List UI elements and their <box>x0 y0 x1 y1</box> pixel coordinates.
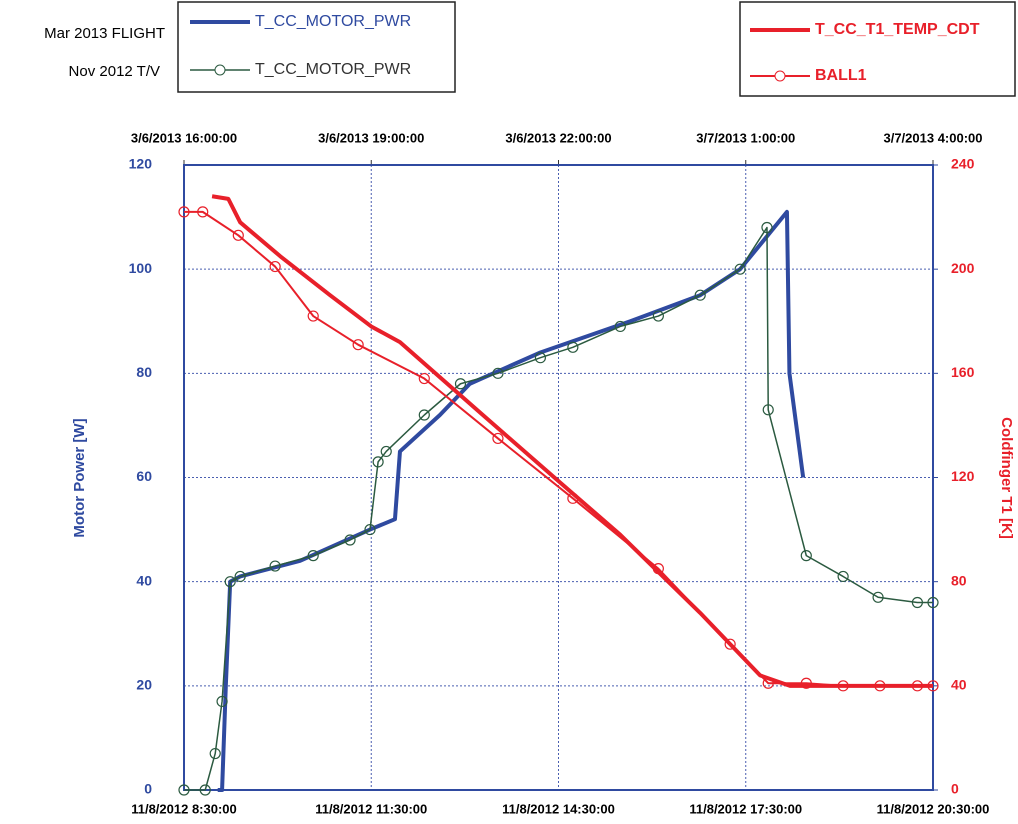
x2-tick-label: 3/7/2013 4:00:00 <box>883 130 982 145</box>
y-tick-label: 60 <box>136 468 152 484</box>
y2-tick-label: 240 <box>951 156 975 172</box>
data-point <box>534 352 546 364</box>
data-point <box>837 680 849 692</box>
y2-tick-label: 120 <box>951 468 975 484</box>
x2-tick-label: 3/6/2013 22:00:00 <box>505 130 611 145</box>
data-point <box>762 404 774 416</box>
legend-label: T_CC_MOTOR_PWR <box>255 13 411 30</box>
data-point <box>911 680 923 692</box>
data-point <box>762 677 774 689</box>
plot-frame <box>183 164 934 791</box>
data-point <box>724 638 736 650</box>
data-point <box>567 492 579 504</box>
data-point <box>418 372 430 385</box>
data-point <box>800 677 812 689</box>
data-point <box>344 534 356 546</box>
data-point <box>216 695 228 708</box>
data-point <box>352 339 364 351</box>
y2-tick-label: 200 <box>951 260 975 276</box>
data-point <box>307 310 319 322</box>
data-point <box>209 747 221 760</box>
data-point <box>614 320 626 333</box>
y-tick-label: 40 <box>136 572 152 588</box>
data-point <box>178 784 190 796</box>
data-point <box>652 563 664 575</box>
legend-group-label: Nov 2012 T/V <box>69 63 160 80</box>
y2-tick-label: 160 <box>951 364 975 380</box>
data-point <box>872 591 884 603</box>
data-point <box>927 680 939 692</box>
data-point <box>232 229 244 241</box>
y-tick-label: 20 <box>136 677 152 693</box>
x2-tick-label: 3/7/2013 1:00:00 <box>696 130 795 145</box>
legend-label: T_CC_MOTOR_PWR <box>255 61 411 78</box>
legend-marker <box>214 64 226 76</box>
data-point <box>269 560 281 572</box>
data-point <box>734 263 746 275</box>
y2-tick-label: 0 <box>951 781 959 797</box>
legend-box <box>739 1 1016 97</box>
legend-label: BALL1 <box>815 67 867 84</box>
data-point <box>874 680 886 692</box>
data-line <box>184 226 933 791</box>
data-point <box>307 550 319 562</box>
y-tick-label: 100 <box>129 260 153 276</box>
y-tick-label: 80 <box>136 364 152 380</box>
legend-marker <box>774 70 786 82</box>
y2-axis-title: Coldfinger T1 [K] <box>998 417 1015 539</box>
data-line <box>217 209 806 792</box>
data-point <box>454 378 467 390</box>
data-point <box>197 206 209 218</box>
data-point <box>492 367 504 379</box>
x2-tick-label: 3/6/2013 19:00:00 <box>318 130 424 145</box>
y-axis-title: Motor Power [W] <box>71 418 88 537</box>
data-point <box>652 310 664 322</box>
y-tick-label: 0 <box>144 781 152 797</box>
x-tick-label: 11/8/2012 8:30:00 <box>131 801 237 816</box>
data-point <box>234 570 246 583</box>
legend-label: T_CC_T1_TEMP_CDT <box>815 21 980 38</box>
data-point <box>927 596 939 609</box>
data-point <box>418 409 430 421</box>
y-tick-label: 120 <box>129 156 153 172</box>
data-point <box>911 596 923 609</box>
x-tick-label: 11/8/2012 14:30:00 <box>502 801 615 816</box>
y2-tick-label: 40 <box>951 677 967 693</box>
data-point <box>567 341 579 353</box>
data-point <box>372 456 384 468</box>
data-point <box>178 206 190 218</box>
data-point <box>364 523 376 536</box>
x2-tick-label: 3/6/2013 16:00:00 <box>131 130 237 145</box>
data-line <box>211 194 933 688</box>
y2-tick-label: 80 <box>951 572 967 588</box>
data-line <box>184 210 933 687</box>
data-point <box>224 576 236 588</box>
data-point <box>761 221 773 234</box>
data-point <box>837 570 849 583</box>
data-point <box>492 432 504 445</box>
data-point <box>380 445 392 458</box>
legend-group-label: Mar 2013 FLIGHT <box>44 25 165 42</box>
x-tick-label: 11/8/2012 17:30:00 <box>689 801 802 816</box>
legend-box <box>177 1 456 93</box>
data-point <box>800 550 812 562</box>
data-point <box>694 289 706 301</box>
x-tick-label: 11/8/2012 20:30:00 <box>877 801 990 816</box>
data-point <box>269 260 281 273</box>
data-point <box>199 784 211 796</box>
x-tick-label: 11/8/2012 11:30:00 <box>315 801 427 816</box>
